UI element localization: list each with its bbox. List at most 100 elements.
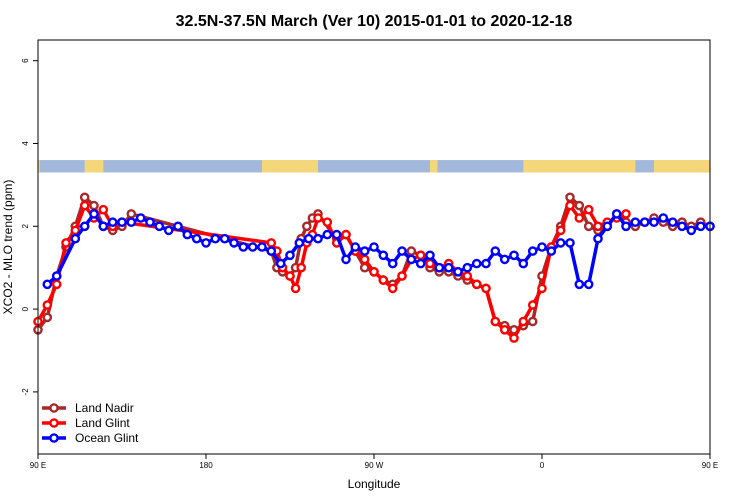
legend-item-land-nadir: Land Nadir <box>42 401 134 415</box>
point-ocean-glint-24 <box>275 258 286 269</box>
point-land-glint-19 <box>322 217 333 227</box>
legend-swatch-marker-ocean-glint <box>49 433 59 443</box>
point-land-glint-7 <box>98 204 109 215</box>
point-land-glint-42 <box>537 283 547 294</box>
series-ocean-glint <box>42 209 715 290</box>
point-ocean-glint-30 <box>331 229 342 240</box>
point-land-nadir-5 <box>79 192 90 203</box>
point-ocean-glint-1 <box>51 271 62 281</box>
point-ocean-glint-2 <box>70 233 81 244</box>
point-ocean-glint-25 <box>285 250 295 261</box>
point-ocean-glint-22 <box>257 242 267 252</box>
point-ocean-glint-18 <box>219 233 230 244</box>
point-ocean-glint-54 <box>555 238 566 248</box>
series-land-nadir <box>33 192 715 335</box>
point-ocean-glint-55 <box>565 238 575 248</box>
legend-swatch-marker-land-glint <box>49 418 59 428</box>
point-ocean-glint-13 <box>173 221 183 232</box>
point-ocean-glint-61 <box>621 221 631 232</box>
y-tick-label-1: 0 <box>21 306 30 311</box>
point-ocean-glint-29 <box>322 229 333 240</box>
point-ocean-glint-43 <box>453 266 463 277</box>
point-land-nadir-46 <box>574 200 585 211</box>
point-land-glint-48 <box>593 221 603 232</box>
point-land-glint-45 <box>565 200 575 211</box>
point-ocean-glint-16 <box>201 238 211 248</box>
point-ocean-glint-17 <box>210 233 221 244</box>
point-land-glint-44 <box>555 225 566 236</box>
y-tick-label-0: -2 <box>21 388 30 396</box>
point-ocean-glint-57 <box>583 279 594 290</box>
y-tick-label-3: 4 <box>21 141 30 146</box>
point-land-glint-40 <box>518 316 529 327</box>
point-ocean-glint-53 <box>546 246 557 256</box>
point-ocean-glint-0 <box>42 279 53 290</box>
point-ocean-glint-69 <box>695 221 706 232</box>
point-ocean-glint-50 <box>518 258 529 269</box>
point-land-glint-37 <box>490 316 501 327</box>
point-ocean-glint-64 <box>649 217 659 227</box>
point-land-nadir-17 <box>301 221 312 232</box>
x-tick-label-2: 90 W <box>365 461 384 470</box>
point-land-glint-46 <box>574 213 585 223</box>
land-segment-3 <box>430 160 438 173</box>
point-land-glint-38 <box>499 324 510 335</box>
point-land-glint-39 <box>509 333 519 343</box>
point-ocean-glint-56 <box>574 279 585 290</box>
point-ocean-glint-34 <box>369 242 379 252</box>
point-ocean-glint-44 <box>462 262 473 273</box>
point-ocean-glint-27 <box>303 233 314 244</box>
point-ocean-glint-8 <box>126 217 137 227</box>
land-segment-1 <box>84 160 104 173</box>
legend-item-land-glint: Land Glint <box>42 416 130 430</box>
land-segment-4 <box>523 160 542 173</box>
point-ocean-glint-12 <box>163 225 174 236</box>
point-land-glint-5 <box>79 200 90 211</box>
point-ocean-glint-38 <box>406 254 417 265</box>
point-ocean-glint-31 <box>341 254 351 265</box>
legend-swatch-marker-land-nadir <box>49 403 59 413</box>
point-ocean-glint-35 <box>378 250 389 261</box>
series-layer <box>33 192 715 343</box>
point-ocean-glint-5 <box>98 221 109 232</box>
point-ocean-glint-6 <box>107 217 118 227</box>
y-tick-label-2: 2 <box>21 224 30 229</box>
x-tick-label-0: 90 E <box>30 461 46 470</box>
point-ocean-glint-10 <box>145 217 155 227</box>
point-ocean-glint-23 <box>266 246 277 256</box>
point-ocean-glint-14 <box>182 229 193 240</box>
point-ocean-glint-42 <box>443 262 454 273</box>
point-ocean-glint-51 <box>527 246 538 256</box>
point-land-glint-23 <box>359 254 370 265</box>
point-ocean-glint-26 <box>294 238 305 248</box>
land-ocean-band <box>38 160 710 173</box>
point-ocean-glint-7 <box>117 217 127 227</box>
point-land-nadir-45 <box>565 192 575 203</box>
point-ocean-glint-60 <box>611 209 622 219</box>
point-land-glint-26 <box>387 283 398 294</box>
point-ocean-glint-58 <box>593 233 603 244</box>
point-ocean-glint-4 <box>89 209 99 219</box>
point-land-glint-25 <box>378 275 389 285</box>
point-ocean-glint-19 <box>229 238 239 248</box>
point-ocean-glint-52 <box>537 242 547 252</box>
y-tick-label-4: 6 <box>21 58 30 63</box>
point-land-glint-1 <box>42 300 53 310</box>
legend-label-land-nadir: Land Nadir <box>75 401 134 415</box>
point-ocean-glint-21 <box>247 242 258 252</box>
point-ocean-glint-67 <box>677 221 687 232</box>
point-ocean-glint-59 <box>602 221 613 232</box>
legend-label-ocean-glint: Ocean Glint <box>75 431 139 445</box>
point-land-nadir-41 <box>527 316 538 327</box>
point-ocean-glint-65 <box>658 213 669 223</box>
point-ocean-glint-68 <box>686 225 697 236</box>
point-ocean-glint-20 <box>238 242 249 252</box>
point-ocean-glint-3 <box>79 221 90 232</box>
series-line-land-glint <box>36 203 627 340</box>
point-ocean-glint-37 <box>397 246 407 256</box>
y-axis: -2 0 2 4 6 <box>21 58 38 396</box>
point-ocean-glint-40 <box>425 250 435 261</box>
point-ocean-glint-49 <box>509 250 519 261</box>
